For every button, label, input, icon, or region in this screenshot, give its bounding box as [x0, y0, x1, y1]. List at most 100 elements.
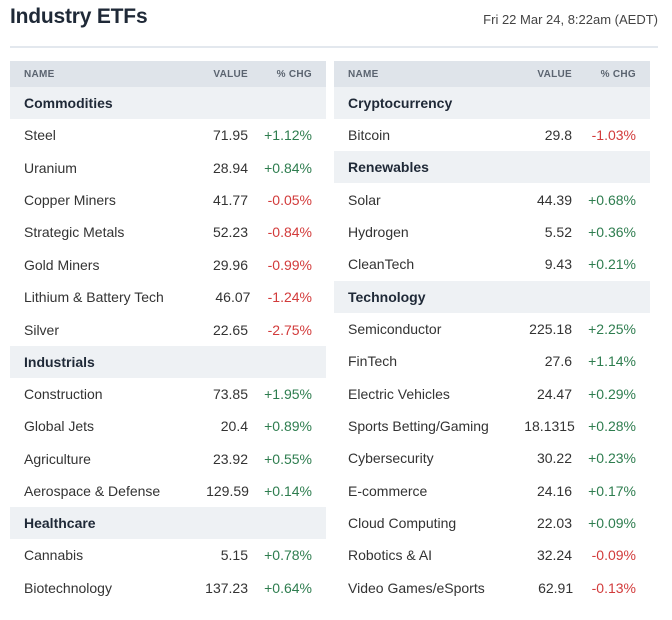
etf-percent-change: +0.09% [588, 515, 636, 532]
etf-name[interactable]: Bitcoin [348, 127, 391, 144]
etf-value: 22.65 [212, 321, 248, 338]
etf-value: 22.03 [536, 515, 572, 532]
etf-name[interactable]: CleanTech [348, 256, 415, 273]
table-header: NAME VALUE % CHG [10, 61, 326, 87]
etf-name[interactable]: E-commerce [348, 482, 428, 499]
table-row[interactable]: Cannabis 5.15 +0.78% [10, 539, 326, 572]
table-row[interactable]: Lithium & Battery Tech 46.07 -1.24% [10, 280, 326, 314]
table-row[interactable]: Construction 73.85 +1.95% [10, 377, 326, 411]
etf-name[interactable]: Silver [24, 321, 60, 338]
etf-value: 5.15 [220, 547, 248, 564]
etf-value: 71.95 [212, 127, 248, 144]
table-row[interactable]: Global Jets 20.4 +0.89% [10, 410, 326, 443]
etf-name[interactable]: Cannabis [24, 547, 84, 564]
table-row[interactable]: Solar 44.39 +0.68% [334, 183, 650, 216]
etf-value: 9.43 [544, 256, 572, 273]
table-row[interactable]: Robotics & AI 32.24 -0.09% [334, 539, 650, 572]
etf-name[interactable]: Biotechnology [24, 579, 112, 596]
etf-name[interactable]: Aerospace & Defense [24, 483, 161, 500]
etf-percent-change: +0.78% [264, 547, 312, 564]
etf-percent-change: +0.14% [264, 483, 312, 500]
etf-percent-change: +1.14% [588, 353, 636, 370]
column-header-value[interactable]: VALUE [537, 68, 572, 80]
table-row[interactable]: Electric Vehicles 24.47 +0.29% [334, 377, 650, 410]
etf-value: 30.22 [536, 450, 572, 467]
etf-value: 20.4 [220, 418, 248, 435]
etf-name[interactable]: Steel [24, 127, 56, 144]
table-row[interactable]: Aerospace & Defense 129.59 +0.14% [10, 474, 326, 508]
etf-percent-change: -1.24% [267, 289, 312, 306]
etf-percent-change: +0.21% [588, 256, 636, 273]
table-row[interactable]: FinTech 27.6 +1.14% [334, 344, 650, 378]
etf-name[interactable]: Global Jets [24, 418, 95, 435]
etf-name[interactable]: FinTech [348, 353, 398, 370]
etf-value: 23.92 [212, 450, 248, 467]
table-row[interactable]: Silver 22.65 -2.75% [10, 313, 326, 346]
table-body: Commodities Steel 71.95 +1.12% Uranium 28.94 +… [10, 87, 326, 605]
etf-name[interactable]: Robotics & AI [348, 547, 433, 564]
column-header-name[interactable]: NAME [348, 68, 379, 80]
table-row[interactable]: Sports Betting/Gaming 18.1315 +0.28% [334, 409, 650, 443]
etf-percent-change: -0.05% [267, 191, 312, 208]
section-header: Industrials [10, 345, 326, 378]
etf-name[interactable]: Strategic Metals [24, 224, 125, 241]
etf-percent-change: +0.68% [588, 191, 636, 208]
etf-name[interactable]: Construction [24, 385, 103, 402]
etf-percent-change: +0.64% [264, 579, 312, 596]
etf-value: 52.23 [212, 224, 248, 241]
etf-percent-change: -0.99% [267, 256, 312, 273]
table-row[interactable]: Video Games/eSports 62.91 -0.13% [334, 571, 650, 605]
etf-name[interactable]: Copper Miners [24, 191, 116, 208]
etf-name[interactable]: Sports Betting/Gaming [348, 417, 489, 434]
table-row[interactable]: Biotechnology 137.23 +0.64% [10, 571, 326, 605]
column-header-value[interactable]: VALUE [213, 68, 248, 80]
etf-name[interactable]: Hydrogen [348, 223, 409, 240]
etf-percent-change: -2.75% [267, 321, 312, 338]
table-row[interactable]: Strategic Metals 52.23 -0.84% [10, 216, 326, 249]
table-row[interactable]: Steel 71.95 +1.12% [10, 119, 326, 152]
table-row[interactable]: Uranium 28.94 +0.84% [10, 151, 326, 184]
page-title: Industry ETFs [10, 5, 148, 28]
table-row[interactable]: Hydrogen 5.52 +0.36% [334, 215, 650, 249]
etf-value: 24.47 [536, 385, 572, 402]
etf-percent-change: +0.28% [588, 417, 636, 434]
table-row[interactable]: Semiconductor 225.18 +2.25% [334, 312, 650, 345]
etf-name[interactable]: Electric Vehicles [348, 385, 450, 402]
table-row[interactable]: CleanTech 9.43 +0.21% [334, 248, 650, 281]
table-row[interactable]: Agriculture 23.92 +0.55% [10, 442, 326, 475]
etf-value: 62.91 [538, 579, 574, 596]
etf-percent-change: +0.89% [264, 418, 312, 435]
etf-percent-change: +0.36% [588, 223, 636, 240]
table-row[interactable]: Cybersecurity 30.22 +0.23% [334, 442, 650, 475]
etf-value: 41.77 [212, 191, 248, 208]
etf-name[interactable]: Gold Miners [24, 256, 100, 273]
etf-value: 225.18 [529, 320, 572, 337]
column-header-chg[interactable]: % CHG [600, 68, 636, 80]
section-header: Renewables [334, 151, 650, 184]
table-row[interactable]: Bitcoin 29.8 -1.03% [334, 119, 650, 152]
etf-name[interactable]: Lithium & Battery Tech [24, 289, 164, 306]
table-row[interactable]: Gold Miners 29.96 -0.99% [10, 248, 326, 281]
page-header: Industry ETFs Fri 22 Mar 24, 8:22am (AED… [10, 0, 658, 48]
etf-name[interactable]: Cybersecurity [348, 450, 434, 467]
etf-percent-change: +0.55% [264, 450, 312, 467]
table-row[interactable]: E-commerce 24.16 +0.17% [334, 474, 650, 507]
etf-name[interactable]: Uranium [24, 159, 77, 176]
etf-percent-change: +1.95% [264, 385, 312, 402]
etf-percent-change: +2.25% [588, 320, 636, 337]
etf-percent-change: +1.12% [264, 127, 312, 144]
etf-value: 129.59 [206, 483, 249, 500]
column-header-name[interactable]: NAME [24, 68, 55, 80]
etf-name[interactable]: Agriculture [24, 450, 91, 467]
etf-value: 27.6 [544, 353, 572, 370]
etf-name[interactable]: Semiconductor [348, 320, 442, 337]
etf-name[interactable]: Video Games/eSports [348, 579, 485, 596]
etf-name[interactable]: Solar [348, 191, 381, 208]
right-etf-table: NAME VALUE % CHG Cryptocurrency Bitcoin 29… [334, 61, 650, 605]
column-header-chg[interactable]: % CHG [276, 68, 312, 80]
etf-value: 46.07 [215, 289, 251, 306]
etf-value: 5.52 [544, 223, 572, 240]
table-row[interactable]: Cloud Computing 22.03 +0.09% [334, 506, 650, 540]
etf-name[interactable]: Cloud Computing [348, 515, 457, 532]
table-row[interactable]: Copper Miners 41.77 -0.05% [10, 183, 326, 217]
